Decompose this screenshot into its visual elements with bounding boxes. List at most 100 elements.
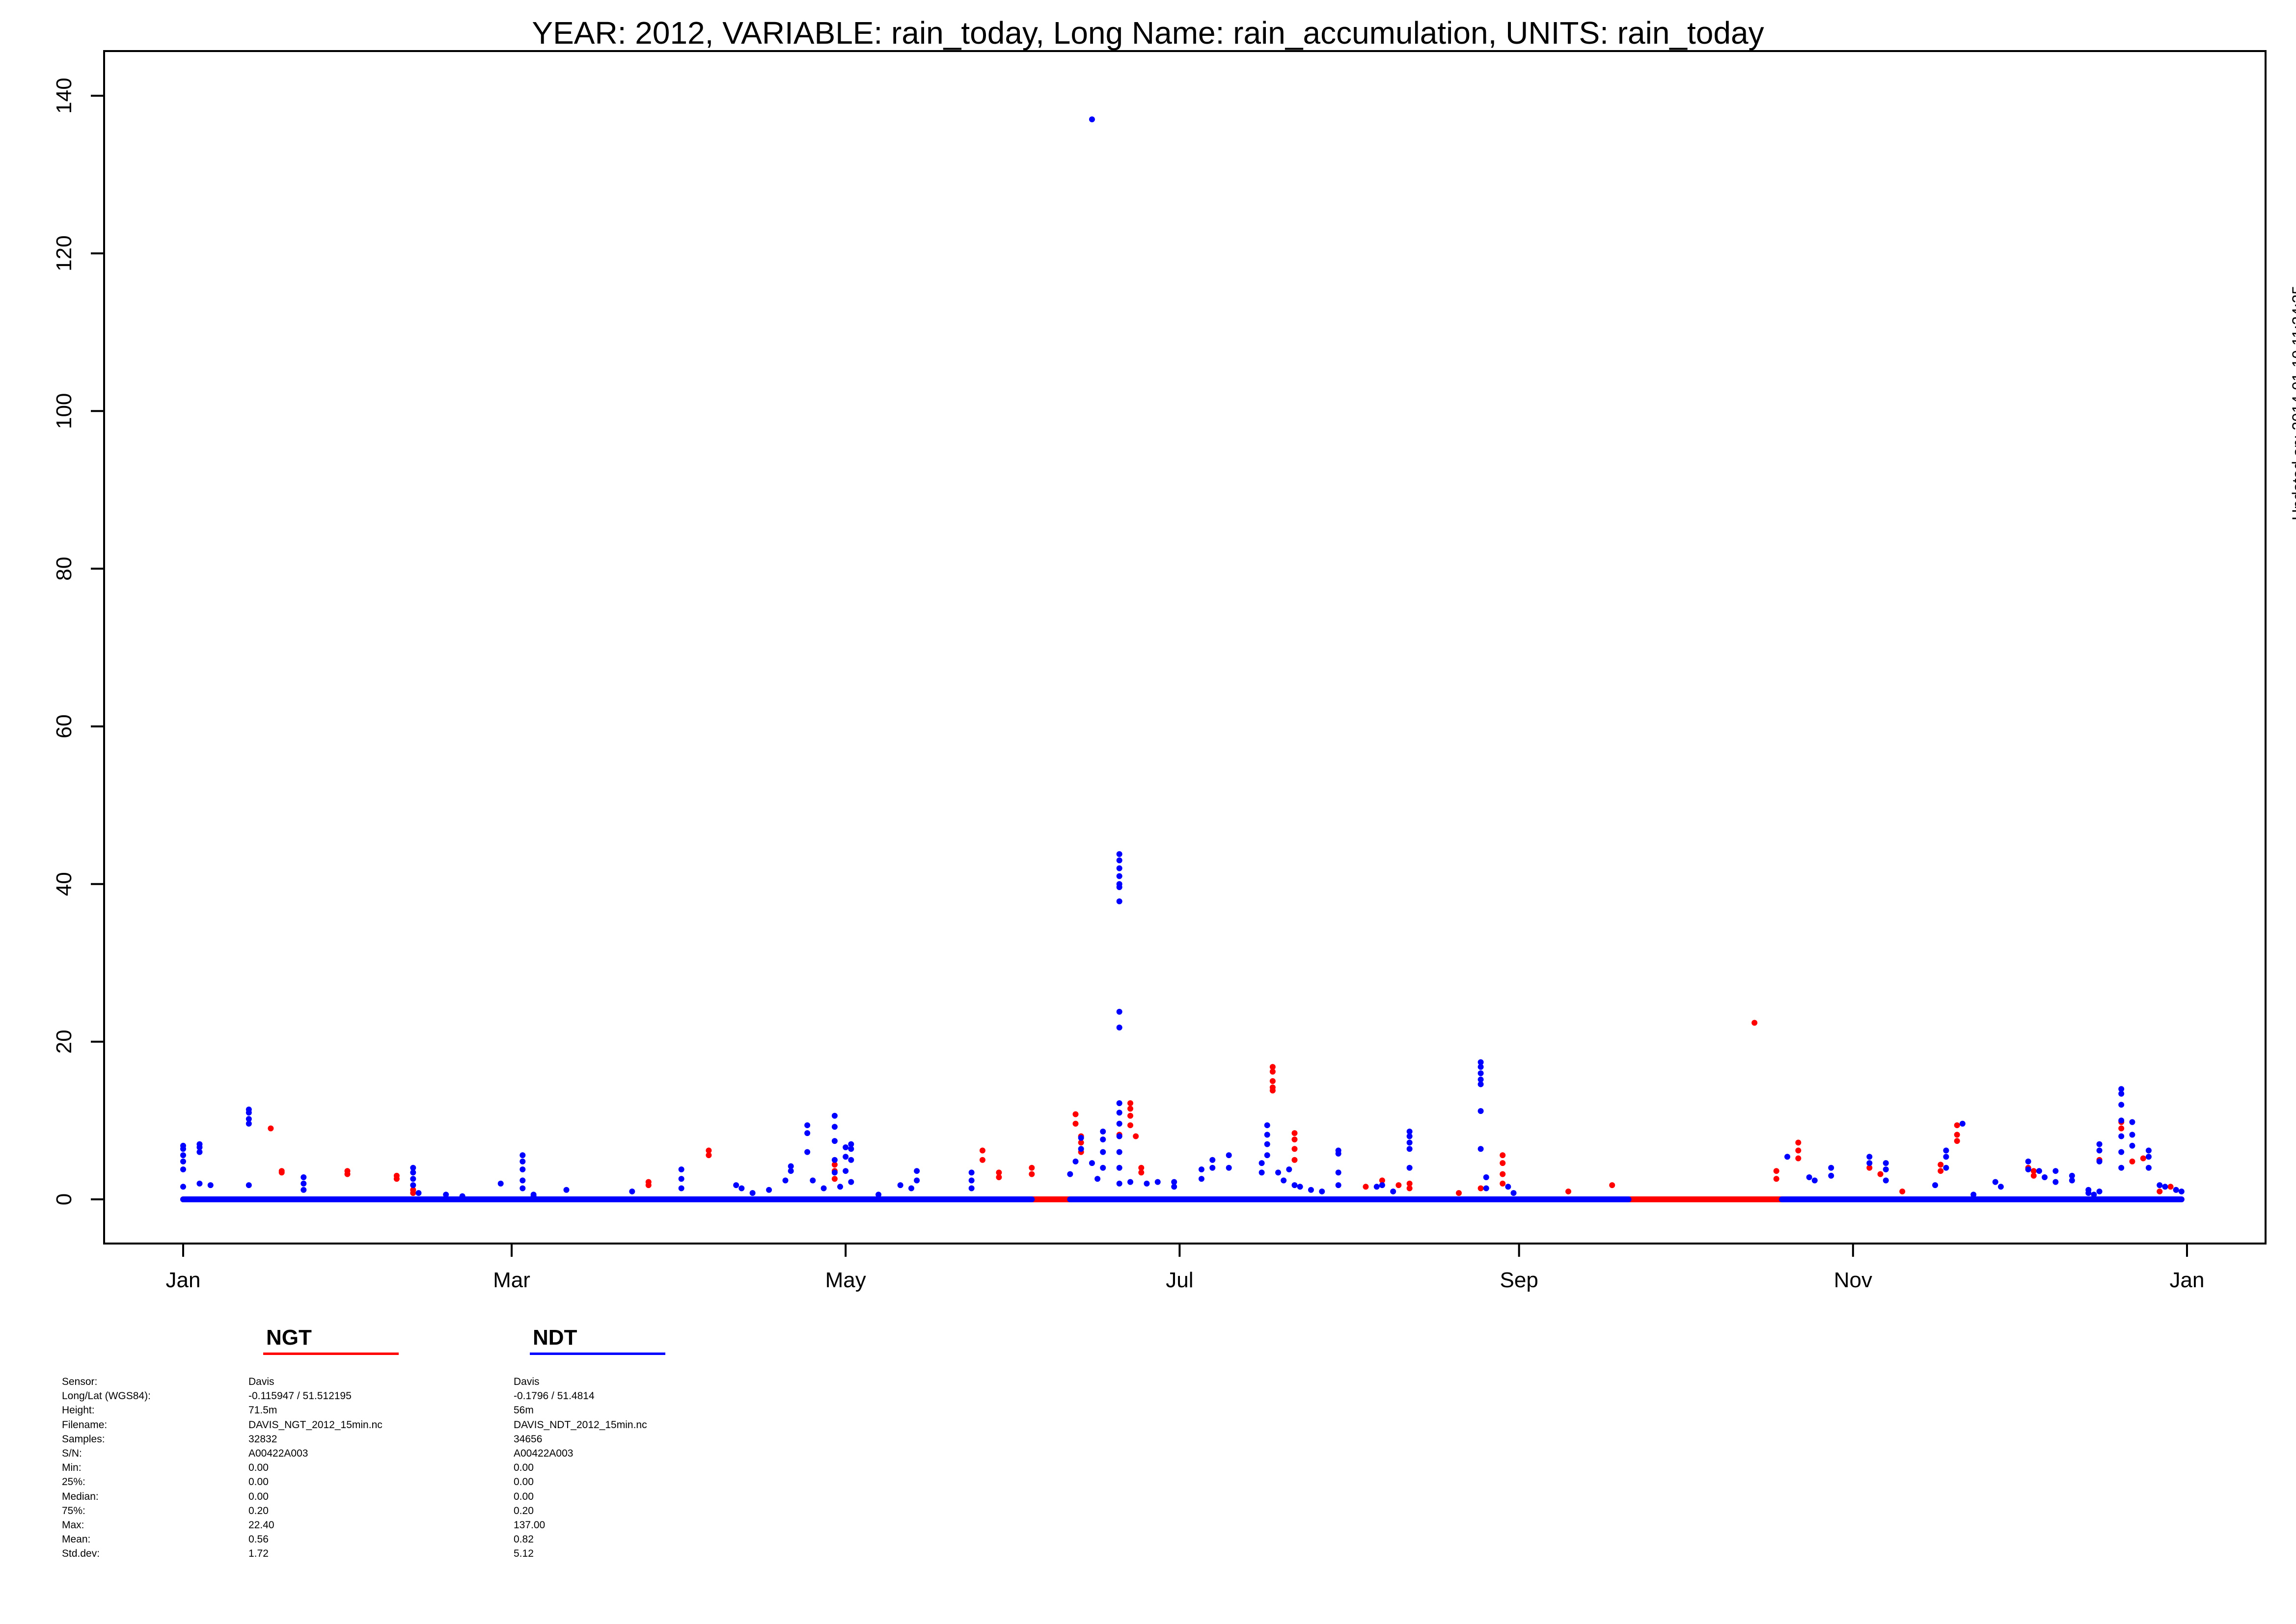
ndt-point [410,1176,416,1182]
ndt-point [1997,1184,2004,1190]
ndt-point [738,1185,745,1191]
ndt-point [1319,1188,1325,1194]
ndt-point [415,1190,422,1196]
ndt-point [843,1168,849,1174]
ngt-point [2167,1184,2174,1190]
ndt-point [831,1112,838,1119]
ndt-point [678,1185,684,1191]
ndt-point [180,1166,186,1172]
ndt-point [1406,1128,1413,1135]
ngt-point [1072,1111,1079,1117]
metadata-ngt-value: 1.72 [248,1548,269,1560]
metadata-ndt-value: 0.00 [514,1476,534,1488]
ndt-point [2118,1133,2125,1139]
ngt-point [1078,1139,1084,1146]
x-tick-label: May [825,1268,866,1292]
ndt-point [2162,1184,2168,1190]
ndt-point [848,1146,854,1152]
metadata-ngt-value: 22.40 [248,1519,274,1531]
metadata-ndt-value: 0.00 [514,1462,534,1474]
metadata-ngt-value: Davis [248,1376,274,1387]
ngt-point [1938,1162,1944,1168]
ngt-point [1127,1106,1133,1112]
metadata-ngt-value: -0.115947 / 51.512195 [248,1390,352,1402]
ndt-point [2042,1174,2048,1181]
ndt-point [519,1185,526,1191]
ndt-point [1406,1164,1413,1171]
ndt-point [1406,1139,1413,1146]
ngt-point [1363,1184,1369,1190]
metadata-label: Mean: [62,1534,91,1545]
ndt-point [1171,1184,1177,1190]
ngt-point [393,1176,400,1182]
ndt-point [831,1124,838,1130]
ndt-point [1264,1141,1270,1147]
ndt-point [2085,1190,2092,1196]
ndt-point [1811,1177,1818,1184]
ngt-point [1773,1176,1779,1182]
ngt-point [996,1174,1002,1181]
ndt-point [519,1166,526,1172]
ndt-point [530,1193,537,1199]
ngt-point [1406,1185,1413,1191]
ndt-point [1198,1176,1204,1182]
ndt-point [788,1163,794,1169]
metadata-label: Min: [62,1462,82,1474]
metadata-label: 75%: [62,1505,85,1516]
ndt-point [1477,1070,1484,1077]
ngt-point [1138,1164,1145,1171]
ndt-point [1308,1187,1314,1193]
ndt-point [1390,1188,1396,1194]
ndt-point [1094,1176,1101,1182]
y-tick-label: 80 [52,557,76,581]
ngt-point [1954,1138,1960,1144]
ndt-point [2118,1149,2125,1155]
ndt-point [1784,1154,1791,1160]
ndt-point [1116,873,1122,879]
ndt-point [968,1185,975,1191]
ngt-point [1500,1152,1506,1159]
ngt-point [1127,1122,1133,1129]
ngt-point [1269,1078,1276,1084]
ndt-point [2052,1168,2059,1174]
metadata-label: Filename: [62,1419,108,1431]
ngt-point [1072,1120,1079,1127]
ndt-point [1483,1185,1489,1191]
ndt-point [1116,851,1122,857]
ndt-point [1116,1024,1122,1030]
ndt-point [1264,1122,1270,1129]
ndt-point [2118,1090,2125,1097]
ndt-point [2025,1166,2031,1172]
ndt-point [2091,1191,2097,1198]
metadata-ngt-value: 0.00 [248,1476,269,1488]
legend-line-ngt [263,1353,399,1355]
ndt-point [908,1185,914,1191]
ndt-point [831,1169,838,1176]
ndt-point [1127,1179,1133,1185]
ndt-point [1477,1108,1484,1114]
ndt-point [180,1184,186,1190]
ngt-point [1269,1064,1276,1070]
ngt-point [979,1147,985,1154]
ndt-point [2129,1119,2135,1125]
metadata-ngt-value: 0.00 [248,1490,269,1502]
ndt-point [2069,1177,2075,1184]
ndt-point [897,1182,903,1189]
ngt-point [1609,1182,1615,1189]
metadata-ngt-value: A00422A003 [248,1447,308,1459]
ngt-point [1395,1182,1402,1189]
ndt-point [1883,1177,1889,1184]
ndt-point [810,1177,816,1184]
ndt-point [1116,884,1122,891]
ndt-point [246,1116,252,1122]
y-tick-label: 60 [52,714,76,738]
ndt-point [820,1185,827,1191]
metadata-ndt-value: 0.20 [514,1505,534,1516]
metadata-label: S/N: [62,1447,82,1459]
metadata-ndt-value: 5.12 [514,1548,534,1560]
ndt-point [2069,1172,2075,1179]
ndt-point [180,1158,186,1164]
x-tick-label: Jan [2170,1268,2205,1292]
metadata-ngt-value: 32832 [248,1433,277,1445]
